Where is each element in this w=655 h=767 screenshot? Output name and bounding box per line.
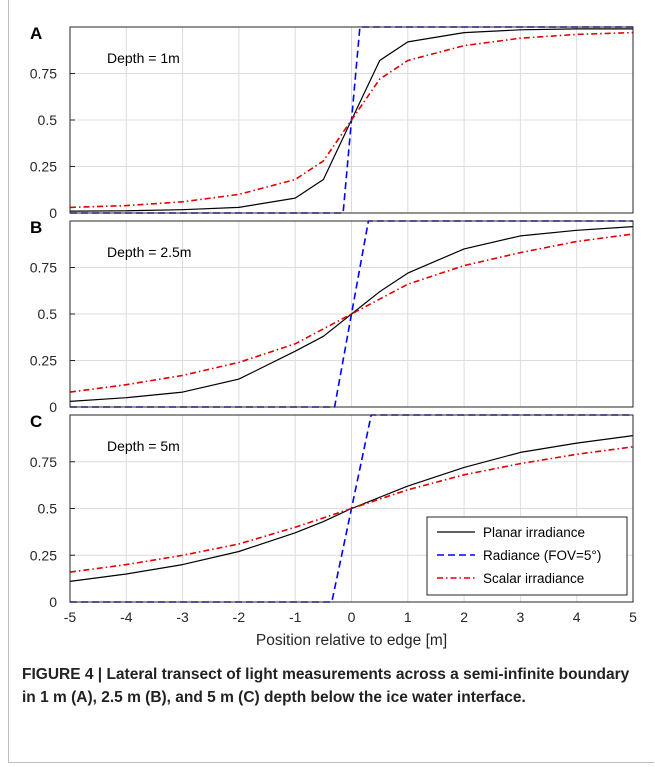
y-tick-label: 0.5 xyxy=(38,501,58,517)
y-tick-label: 0.25 xyxy=(30,353,57,369)
x-tick-label: 5 xyxy=(629,609,637,625)
panel-b: 0 0.25 0.5 0.75 B Depth = 2.5m xyxy=(30,218,634,415)
y-tick-label: 0.25 xyxy=(30,547,57,563)
x-tick-label: 1 xyxy=(404,609,412,625)
axes-box xyxy=(69,220,634,408)
depth-annotation: Depth = 2.5m xyxy=(107,244,191,260)
axes-box xyxy=(69,414,634,603)
x-tick-label: -2 xyxy=(233,609,246,625)
axes-box xyxy=(69,26,634,214)
y-tick-label: 0 xyxy=(49,399,57,415)
y-tick-label: 0.25 xyxy=(30,159,57,175)
y-tick-label: 0.75 xyxy=(30,260,57,276)
y-tick-label: 0.5 xyxy=(38,306,58,322)
y-tick-label: 0.5 xyxy=(38,112,58,128)
figure-chart: 0 0.25 0.5 0.75 A Depth = 1m 0 0.25 0.5 0.75 B Dept… xyxy=(30,24,637,649)
legend: Planar irradiance Radiance (FOV=5°) Scalar… xyxy=(426,516,628,596)
x-tick-label: -1 xyxy=(289,609,302,625)
legend-entry: Planar irradiance xyxy=(483,525,585,540)
x-tick-label: -5 xyxy=(64,609,77,625)
y-tick-label: 0.75 xyxy=(30,454,57,470)
y-tick-label: 0 xyxy=(49,594,57,610)
panel-letter: C xyxy=(30,412,42,431)
y-tick-label: 0 xyxy=(49,205,57,221)
series-line-scalar-irradiance xyxy=(69,31,634,209)
figure-caption: FIGURE 4 | Lateral transect of light mea… xyxy=(22,663,647,709)
series-line-scalar-irradiance xyxy=(69,233,634,393)
panel-a: 0 0.25 0.5 0.75 A Depth = 1m xyxy=(30,24,634,221)
depth-annotation: Depth = 5m xyxy=(107,438,180,454)
figure-frame xyxy=(8,0,654,763)
y-tick-label: 0.75 xyxy=(30,66,57,82)
x-tick-label: 3 xyxy=(517,609,525,625)
caption-label: FIGURE 4 | xyxy=(22,666,103,683)
panel-letter: B xyxy=(30,218,42,237)
x-tick-label: -4 xyxy=(120,609,133,625)
legend-box xyxy=(426,516,628,596)
depth-annotation: Depth = 1m xyxy=(107,50,180,66)
x-tick-label: 0 xyxy=(348,609,356,625)
legend-entry: Radiance (FOV=5°) xyxy=(483,548,601,563)
x-tick-label: 2 xyxy=(460,609,468,625)
legend-entry: Scalar irradiance xyxy=(483,571,584,586)
series-line-planar-irradiance xyxy=(69,226,634,402)
panel-letter: A xyxy=(30,24,42,43)
x-tick-label: 4 xyxy=(573,609,581,625)
caption-text: Lateral transect of light measurements a… xyxy=(22,666,630,706)
x-axis-label: Position relative to edge [m] xyxy=(256,632,447,649)
x-tick-label: -3 xyxy=(176,609,189,625)
series-line-scalar-irradiance xyxy=(69,446,634,573)
